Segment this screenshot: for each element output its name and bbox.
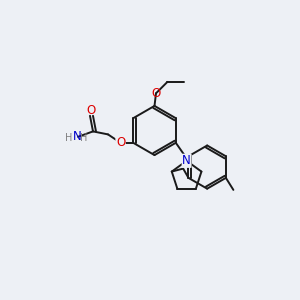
Text: H: H <box>80 133 87 143</box>
Text: N: N <box>72 130 81 143</box>
Text: O: O <box>116 136 125 149</box>
Text: N: N <box>182 154 191 167</box>
Text: O: O <box>87 104 96 117</box>
Text: H: H <box>65 133 73 143</box>
Text: O: O <box>152 87 160 100</box>
